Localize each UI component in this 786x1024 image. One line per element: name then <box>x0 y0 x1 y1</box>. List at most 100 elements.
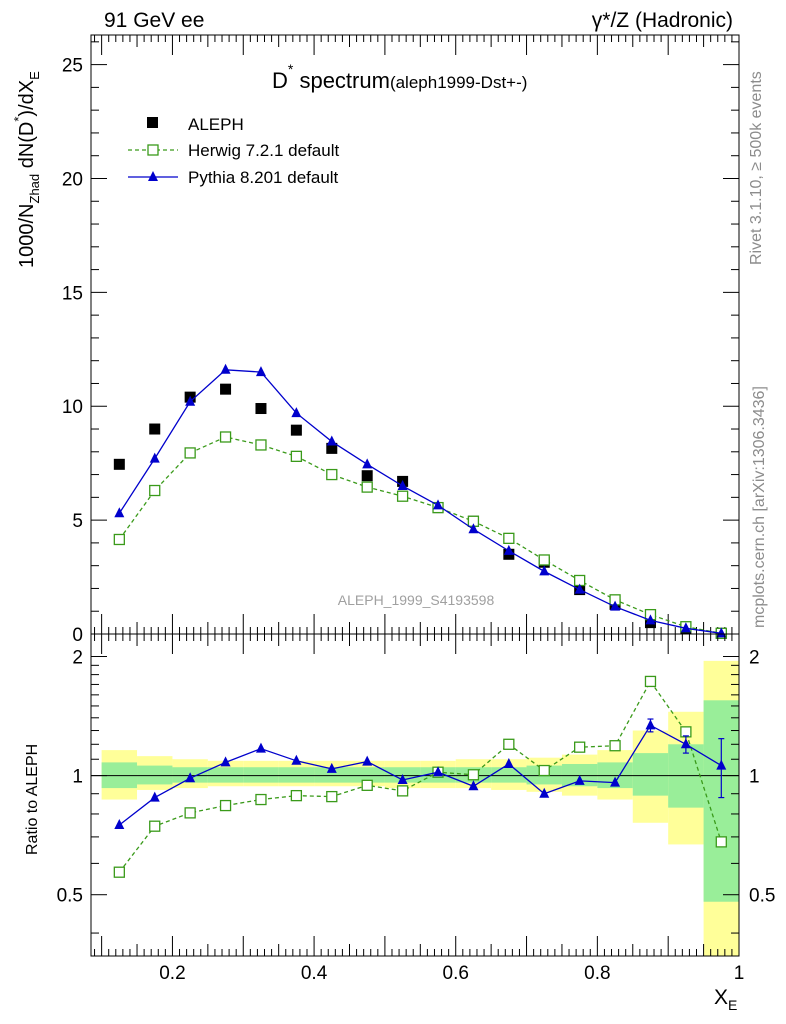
ratio-point <box>644 675 657 688</box>
ratio-series-line <box>118 724 722 826</box>
main-series-2 <box>114 363 727 638</box>
data-point <box>219 431 232 443</box>
ratio-point <box>716 759 727 770</box>
ratio-point <box>609 740 621 752</box>
uncertainty-band-green <box>243 767 279 783</box>
data-point <box>433 499 444 510</box>
main-y-tick-label: 25 <box>62 56 83 77</box>
ratio-point <box>574 741 586 753</box>
ratio-point <box>397 773 408 784</box>
data-point <box>396 490 409 502</box>
legend-label-herwig: Herwig 7.2.1 default <box>188 141 339 160</box>
ratio-point <box>326 762 337 773</box>
ratio-point <box>361 779 373 791</box>
ratio-point <box>574 774 585 785</box>
uncertainty-band-green <box>314 767 350 783</box>
main-y-tick-label: 20 <box>62 169 83 190</box>
main-series-line <box>118 436 722 634</box>
legend: ALEPH Herwig 7.2.1 default Pythia 8.201 … <box>128 115 339 187</box>
ratio-y-tick-label-left: 0.5 <box>57 886 83 907</box>
main-x-ticks <box>94 35 740 634</box>
data-point <box>503 532 515 544</box>
ratio-point <box>326 790 338 803</box>
ratio-x-ticks: 0.2 0.4 0.6 0.8 1 <box>94 634 744 984</box>
ratio-point <box>503 738 515 750</box>
x-tick-label: 0.2 <box>159 963 185 984</box>
ratio-point <box>290 789 303 802</box>
data-point <box>149 484 161 497</box>
data-point <box>326 468 338 481</box>
main-y-ticks: 0 5 10 15 20 25 <box>62 41 739 646</box>
ratio-point <box>715 836 727 848</box>
ratio-point <box>291 754 302 765</box>
ratio-point <box>185 772 196 783</box>
data-point <box>113 533 125 546</box>
data-point <box>290 450 303 462</box>
data-point <box>185 395 196 406</box>
ratio-point <box>149 820 161 832</box>
main-y-tick-label: 5 <box>72 511 83 532</box>
main-y-axis-label: 1000/NZhad dN(D*)/dXE <box>11 71 42 268</box>
main-title-sup: * <box>288 61 294 77</box>
data-point <box>326 442 338 454</box>
ratio-point <box>362 755 373 766</box>
side-label-rivet: Rivet 3.1.10, ≥ 500k events <box>748 71 765 265</box>
ratio-series <box>113 675 727 878</box>
data-point <box>397 479 408 490</box>
ratio-point <box>113 866 125 878</box>
legend-marker-aleph <box>147 117 158 128</box>
ratio-y-axis-label: Ratio to ALEPH <box>24 744 41 855</box>
ratio-point <box>184 807 196 819</box>
data-point <box>113 458 125 470</box>
header-right: γ*/Z (Hadronic) <box>592 9 733 32</box>
ratio-point <box>468 780 479 791</box>
data-point <box>362 458 373 469</box>
ratio-series-1 <box>114 718 727 830</box>
uncertainty-band-green <box>278 767 315 783</box>
data-point <box>468 523 479 534</box>
ratio-point <box>114 819 125 830</box>
data-point <box>255 366 266 377</box>
x-tick-label: 0.4 <box>301 963 328 984</box>
data-point <box>114 507 125 518</box>
ratio-point <box>610 776 621 787</box>
ratio-point <box>645 719 656 730</box>
data-point <box>574 583 585 594</box>
main-series <box>113 363 727 639</box>
data-point <box>290 424 302 436</box>
header-left: 91 GeV ee <box>104 9 204 32</box>
ratio-point <box>433 766 444 777</box>
ratio-point <box>220 756 231 767</box>
main-y-tick-label: 10 <box>62 397 83 418</box>
ratio-point <box>503 757 514 768</box>
legend-marker-pythia <box>148 171 158 181</box>
uncertainty-band-green <box>632 753 669 796</box>
uncertainty-band-green <box>137 765 173 785</box>
x-tick-label: 0.6 <box>443 963 469 984</box>
ratio-point <box>467 769 480 781</box>
legend-label-aleph: ALEPH <box>188 115 244 134</box>
main-title-d: D <box>272 68 288 93</box>
ratio-y-tick-label-right: 0.5 <box>749 886 775 907</box>
ratio-series-0 <box>113 675 727 878</box>
data-point <box>255 439 267 451</box>
uncertainty-band-green <box>703 700 739 902</box>
ratio-point <box>219 799 232 812</box>
ratio-point <box>396 785 409 797</box>
ratio-point <box>680 738 691 749</box>
ratio-y-ticks: 0.5 0.5 1 1 2 2 <box>57 648 775 934</box>
data-point <box>503 544 514 555</box>
x-tick-label: 0.8 <box>584 963 610 984</box>
side-label-mcplots: mcplots.cern.ch [arXiv:1306.3436] <box>751 386 768 628</box>
data-point <box>361 470 373 482</box>
data-point <box>149 423 161 435</box>
main-y-tick-label: 15 <box>62 283 83 304</box>
data-point <box>255 403 267 415</box>
data-point <box>716 627 727 638</box>
main-title-spectrum: spectrum <box>293 68 390 93</box>
ratio-point <box>149 791 160 802</box>
data-point <box>538 554 550 566</box>
analysis-label: ALEPH_1999_S4193598 <box>338 592 495 608</box>
